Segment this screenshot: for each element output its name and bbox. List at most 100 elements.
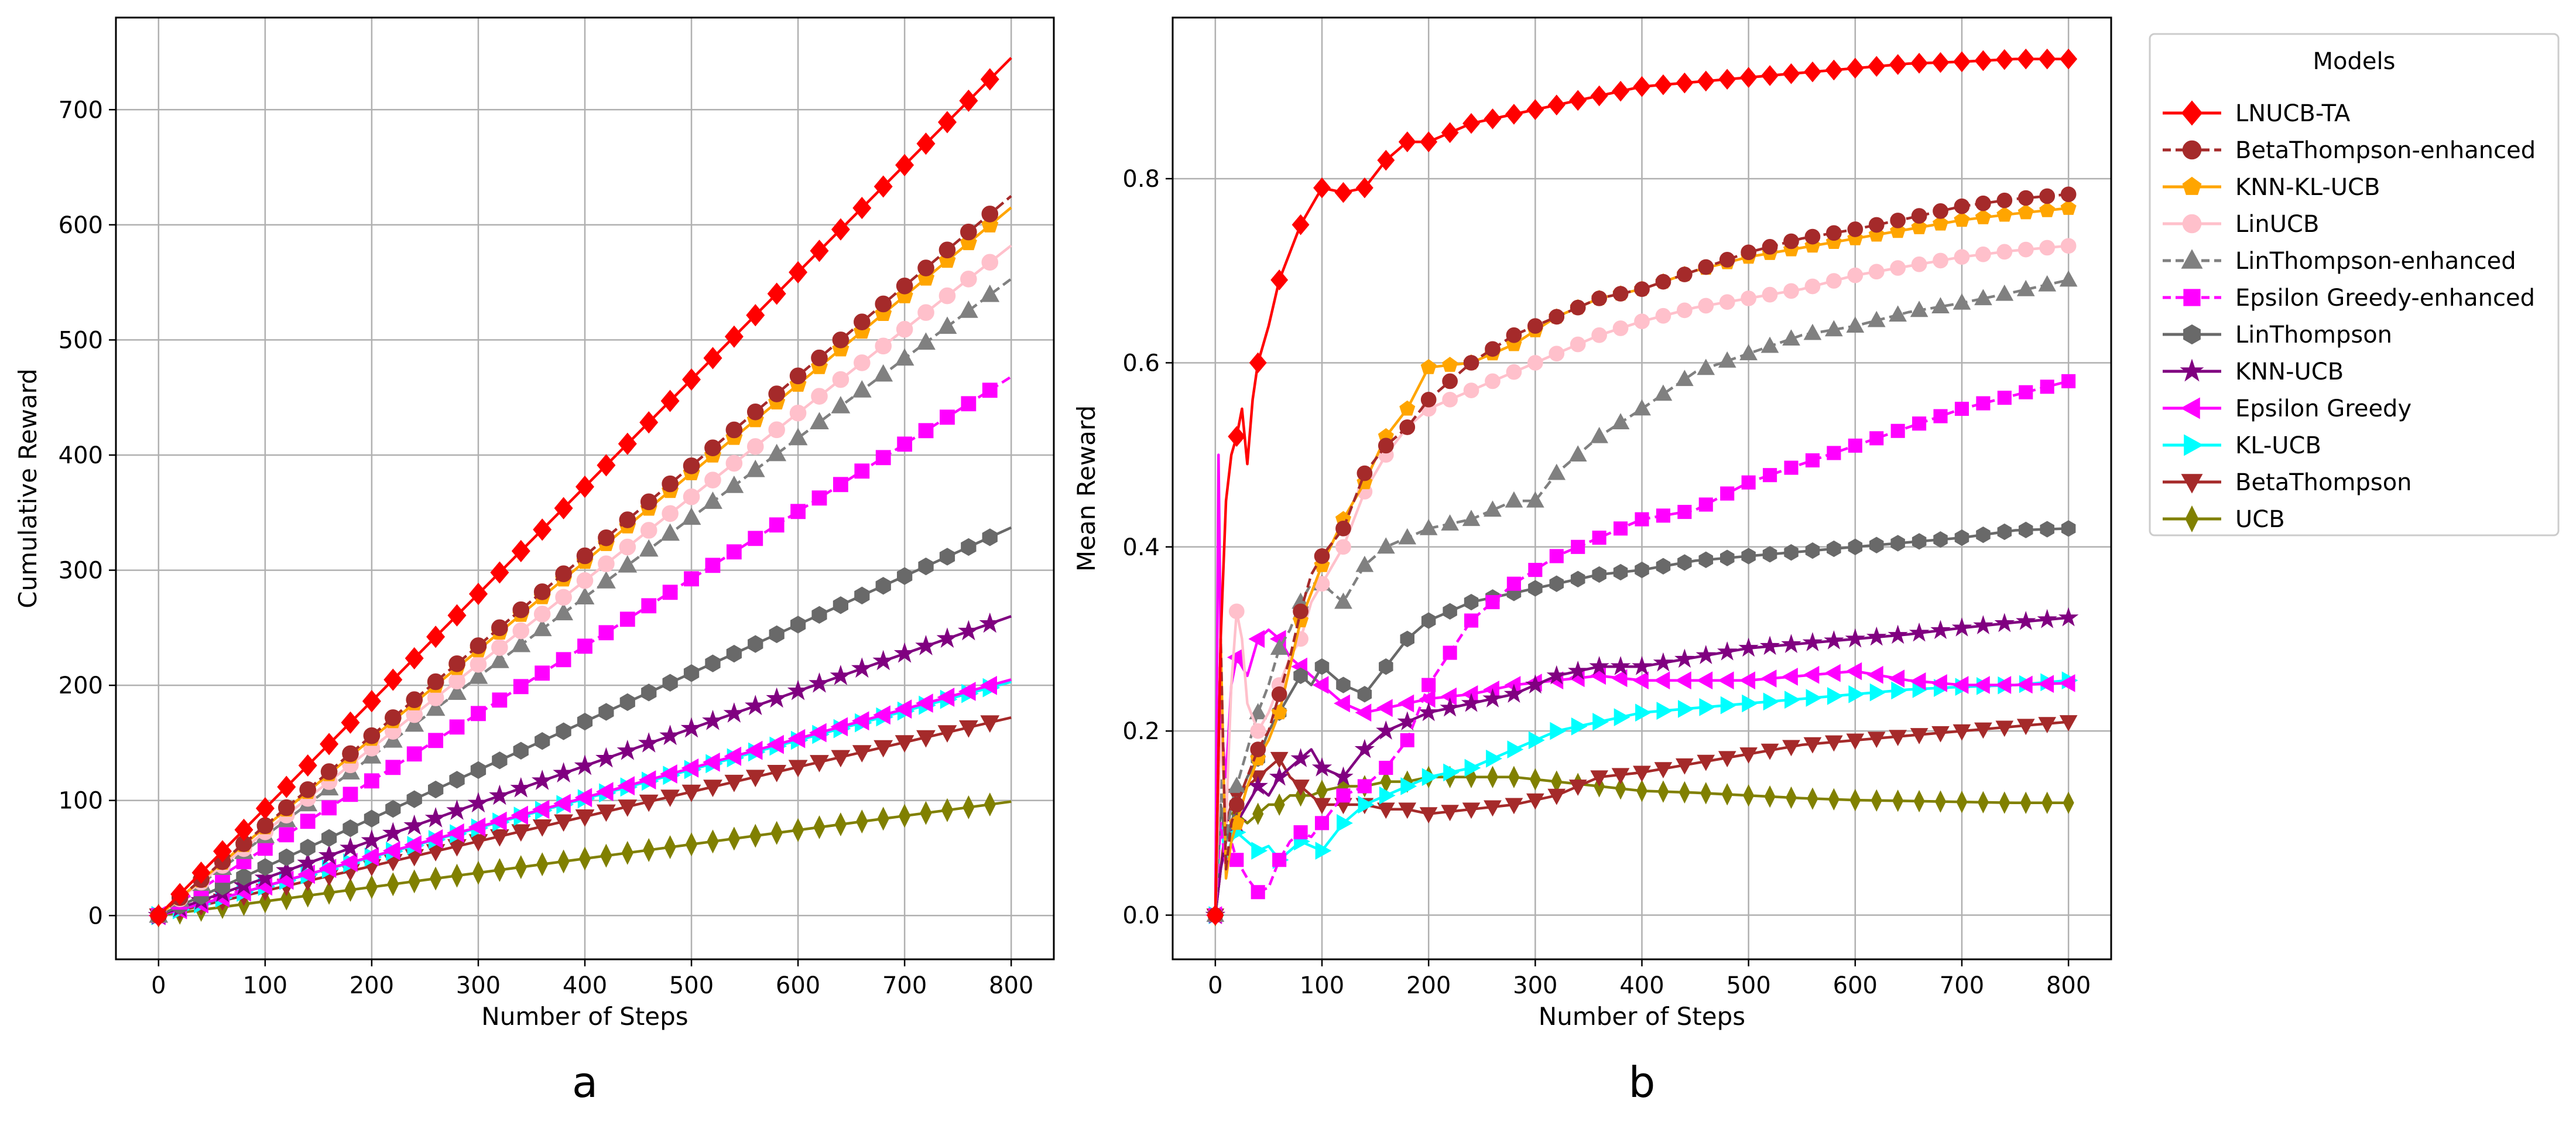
data-point [1314, 548, 1330, 564]
data-point [1997, 523, 2012, 541]
data-point [382, 822, 404, 843]
data-point [1784, 544, 1799, 561]
data-point [1933, 252, 1948, 269]
data-point [511, 539, 530, 562]
data-point [1486, 750, 1502, 768]
data-point [768, 421, 785, 439]
data-point [1995, 284, 2014, 301]
series-a-linthompson-enhanced [149, 278, 1012, 923]
data-point [1888, 669, 1905, 688]
legend: Models LNUCB-TA BetaThompson-enhanced KNN-… [2149, 33, 2560, 536]
data-point [680, 717, 703, 738]
data-point [341, 711, 360, 734]
series-a-betathompson-enhanced [150, 194, 1012, 924]
data-point [873, 705, 890, 725]
data-point [1676, 72, 1694, 94]
data-point [2061, 374, 2076, 388]
data-point [1912, 416, 1927, 431]
data-point [1633, 76, 1651, 97]
data-point [1911, 219, 1927, 234]
data-point [2058, 607, 2079, 627]
data-point [1632, 656, 1652, 675]
data-point [532, 618, 552, 637]
data-point [875, 337, 892, 355]
data-point [746, 304, 765, 327]
data-point [1250, 741, 1266, 757]
series-line [157, 194, 1012, 917]
data-point [170, 883, 190, 905]
data-point [834, 812, 847, 837]
data-point [1974, 289, 1992, 306]
data-point [1227, 777, 1246, 793]
data-point [704, 439, 721, 457]
y-tick-label: 0.2 [1122, 718, 1160, 745]
data-point [1889, 730, 1907, 746]
data-point [1528, 563, 1543, 577]
data-point [1763, 692, 1780, 711]
data-point [1655, 274, 1671, 290]
data-point [1270, 751, 1289, 768]
series-b-betathompson-enhanced [1207, 186, 2077, 923]
data-point [2038, 275, 2057, 292]
data-point [811, 606, 827, 624]
data-point [681, 758, 699, 778]
data-point [767, 443, 787, 462]
legend-item-betathompson-enhanced: BetaThompson-enhanced [2163, 137, 2536, 164]
data-point [1678, 700, 1694, 718]
data-point [937, 111, 957, 134]
data-point [1720, 549, 1735, 566]
legend-item-kl-ucb: KL-UCB [2163, 432, 2321, 459]
data-point [787, 679, 809, 700]
data-point [681, 368, 701, 391]
data-point [1251, 885, 1265, 900]
data-point [639, 411, 659, 434]
data-point [833, 596, 848, 614]
data-point [1653, 652, 1674, 672]
data-point [597, 571, 616, 589]
data-point [1547, 788, 1566, 805]
data-point [1782, 668, 1798, 686]
data-point [1760, 743, 1779, 760]
data-point [766, 734, 784, 754]
data-point [1313, 798, 1331, 815]
data-point [1632, 671, 1649, 690]
data-point [1698, 259, 1714, 275]
data-point [917, 304, 934, 321]
data-point [1954, 198, 1970, 214]
data-point [1952, 676, 1969, 694]
data-point [662, 584, 678, 600]
data-point [897, 567, 913, 585]
data-point [1954, 211, 1970, 227]
data-point [1333, 766, 1354, 786]
data-point [556, 652, 571, 668]
data-point [1696, 671, 1713, 690]
data-point [1931, 726, 1950, 743]
data-point [1314, 658, 1330, 675]
data-point [1933, 409, 1948, 423]
legend-label: KNN-UCB [2235, 358, 2344, 385]
panel-a-series [148, 57, 1012, 928]
x-tick-label: 100 [243, 972, 287, 999]
data-point [600, 843, 612, 868]
data-point [468, 583, 488, 606]
data-point [512, 601, 530, 618]
data-point [1807, 787, 1818, 810]
data-point [1610, 656, 1631, 675]
data-point [472, 860, 485, 885]
data-point [1781, 634, 1801, 654]
data-point [2017, 204, 2034, 220]
data-point [1293, 603, 1308, 620]
data-point [1999, 791, 2010, 814]
data-point [1229, 853, 1244, 867]
data-point [1846, 733, 1865, 750]
data-point [616, 739, 639, 760]
data-point [724, 325, 744, 348]
data-point [1803, 737, 1822, 754]
series-b-epsilon-greedy-enhanced [1208, 374, 2076, 922]
data-point [1336, 788, 1351, 803]
data-point [1909, 672, 1926, 691]
data-point [511, 824, 531, 842]
data-point [577, 712, 593, 731]
data-point [494, 858, 506, 882]
data-point [1379, 786, 1396, 805]
